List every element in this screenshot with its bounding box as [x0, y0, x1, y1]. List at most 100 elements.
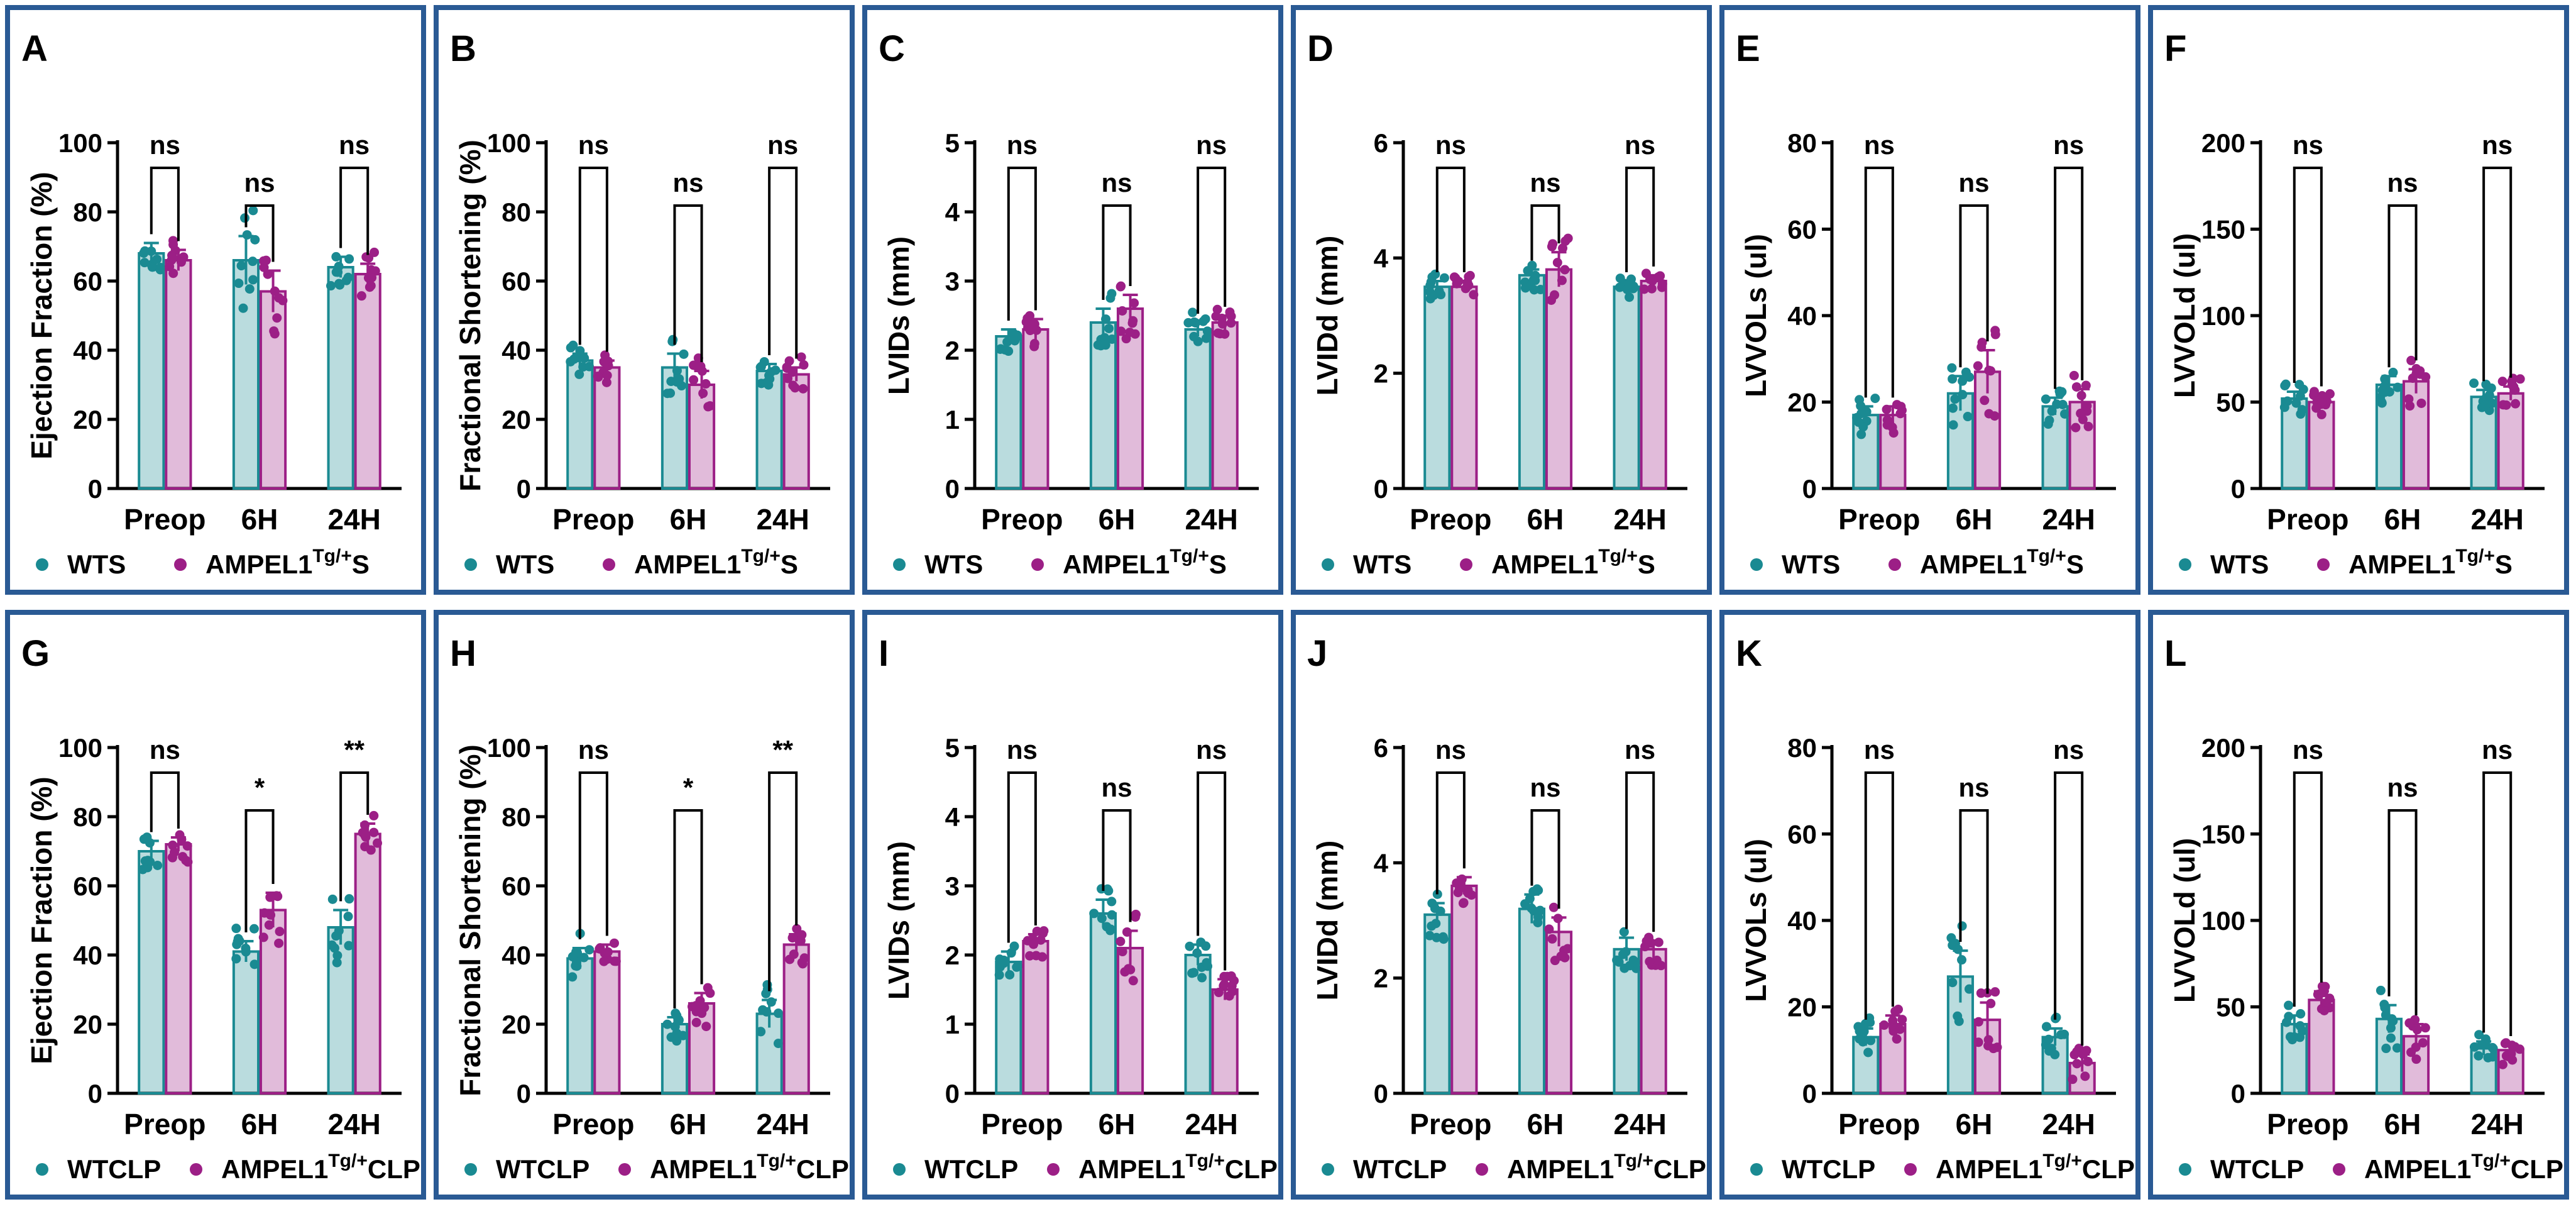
data-point — [1469, 290, 1479, 300]
bar-wt — [995, 961, 1022, 1095]
data-point — [1544, 924, 1554, 934]
x-tick-label: 6H — [1956, 1108, 1993, 1140]
data-point — [1976, 988, 1986, 998]
panel-letter: A — [21, 28, 48, 69]
data-point — [249, 959, 260, 969]
data-point — [796, 352, 806, 362]
data-point — [2072, 1047, 2082, 1057]
data-point — [155, 265, 165, 275]
data-point — [1562, 944, 1572, 954]
y-axis-label: LVVOLd (ul) — [2168, 233, 2201, 398]
data-point — [2487, 1042, 2497, 1052]
data-point — [175, 830, 185, 840]
data-point — [167, 853, 177, 863]
y-tick-label: 100 — [487, 733, 531, 763]
data-point — [1653, 937, 1663, 947]
data-point — [2296, 1009, 2306, 1019]
data-point — [248, 257, 258, 267]
data-point — [1105, 924, 1115, 934]
y-tick-label: 0 — [517, 1079, 531, 1108]
bar-ampel — [1640, 947, 1667, 1095]
legend-ampel-superscript: Tg/+ — [2042, 1151, 2082, 1171]
x-tick-label: Preop — [2267, 1108, 2349, 1140]
data-point — [2514, 1044, 2524, 1054]
data-point — [327, 894, 337, 904]
panel-f: F LVVOLd (ul) 0 50 100 150 200 ns Preop ns 6H ns 24H… — [2148, 5, 2569, 595]
data-point — [1986, 998, 1996, 1008]
legend-ampel-prefix: AMPEL1 — [1936, 1154, 2042, 1184]
data-point — [369, 810, 379, 820]
panel-a: A Ejection Fraction (%) 0 20 40 60 80 100 ns Preo… — [5, 5, 426, 595]
data-point — [2380, 1003, 2390, 1013]
significance-bracket — [1864, 167, 1894, 398]
data-point — [798, 384, 808, 394]
data-point — [2044, 416, 2054, 426]
data-point — [1197, 973, 1207, 983]
data-point — [1029, 341, 1039, 351]
data-point — [1552, 258, 1562, 268]
y-tick-label: 50 — [2216, 993, 2245, 1022]
legend-ampel-superscript: Tg/+ — [328, 1151, 368, 1171]
data-point — [593, 371, 603, 381]
significance-bracket — [1625, 167, 1655, 272]
legend-ampel-superscript: Tg/+ — [757, 1151, 796, 1171]
legend-marker-wt — [2179, 1163, 2191, 1176]
data-point — [2503, 1051, 2513, 1061]
legend-marker-ampel — [2317, 558, 2330, 571]
y-axis-label: Ejection Fraction (%) — [25, 172, 58, 459]
bar-wt — [1518, 907, 1546, 1095]
data-point — [242, 230, 252, 240]
y-tick-label: 0 — [1374, 1079, 1388, 1108]
significance-label: * — [683, 773, 694, 802]
data-point — [2071, 422, 2081, 433]
data-point — [758, 1005, 768, 1015]
data-point — [566, 343, 576, 353]
data-point — [1983, 1035, 1993, 1045]
y-tick-label: 200 — [2201, 128, 2245, 158]
y-tick-label: 40 — [73, 336, 102, 365]
panel-i: I LVIDs (mm) 0 1 2 3 4 5 ns Preop ns 6H ns 24H WTCLP AM… — [862, 610, 1283, 1200]
data-point — [2055, 389, 2065, 399]
panel-border — [434, 5, 855, 595]
y-axis-label: LVIDs (mm) — [882, 841, 915, 1000]
bar-ampel — [1450, 885, 1478, 1095]
data-point — [1225, 307, 1235, 317]
legend-label-wt: WTS — [496, 549, 554, 579]
data-point — [601, 377, 611, 387]
x-tick-label: Preop — [1410, 1108, 1491, 1140]
significance-label: ns — [1101, 168, 1132, 197]
data-point — [1107, 897, 1117, 907]
data-point — [1201, 333, 1211, 343]
legend-ampel-prefix: AMPEL1 — [1491, 549, 1598, 579]
data-point — [1614, 957, 1624, 967]
data-point — [2500, 1039, 2510, 1049]
significance-bracket — [2293, 771, 2323, 1007]
data-point — [250, 235, 260, 245]
data-point — [265, 892, 275, 902]
data-point — [797, 959, 808, 969]
y-tick-label: 80 — [1787, 733, 1817, 763]
significance-bracket — [2387, 204, 2418, 368]
significance-bracket — [150, 771, 180, 832]
data-point — [176, 257, 186, 267]
x-tick-label: Preop — [1838, 503, 1920, 536]
data-point — [2081, 380, 2091, 390]
data-point — [1547, 934, 1557, 944]
panel-letter: I — [879, 633, 889, 674]
data-point — [1897, 406, 1907, 416]
data-point — [1870, 394, 1880, 404]
data-point — [1957, 955, 1967, 965]
y-tick-label: 2 — [1374, 964, 1388, 993]
data-point — [1104, 323, 1114, 333]
y-tick-label: 60 — [1787, 820, 1817, 849]
data-point — [142, 832, 152, 842]
data-point — [1550, 290, 1560, 300]
data-point — [574, 369, 584, 379]
bar-wt — [566, 359, 594, 490]
y-tick-label: 80 — [1787, 128, 1817, 158]
y-tick-label: 40 — [501, 336, 531, 365]
data-point — [1425, 930, 1435, 941]
data-point — [698, 389, 708, 399]
panel-letter: D — [1307, 28, 1334, 69]
data-point — [1558, 243, 1568, 253]
